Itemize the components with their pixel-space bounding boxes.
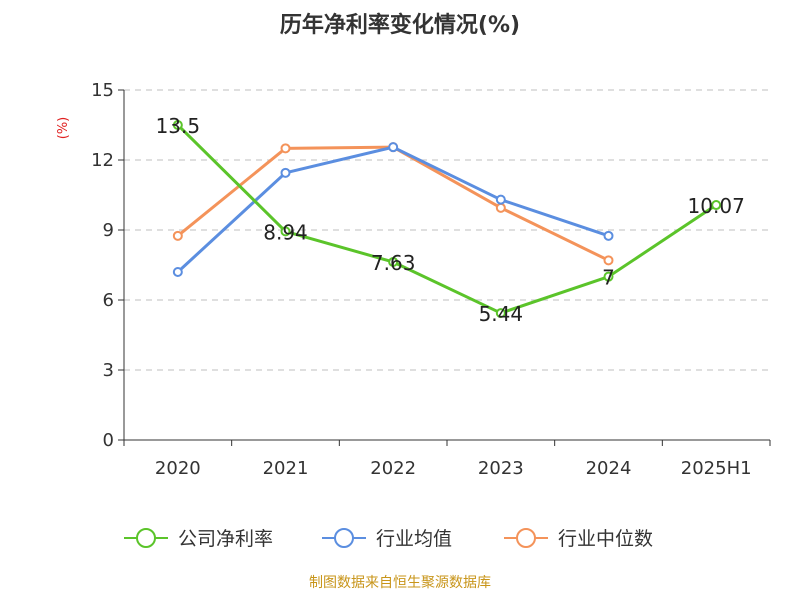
legend-marker <box>136 528 156 548</box>
data-point[interactable] <box>603 271 614 282</box>
data-point[interactable] <box>280 143 291 154</box>
data-point[interactable] <box>495 308 506 319</box>
data-label: 7.63 <box>371 251 416 275</box>
x-tick-label: 2025H1 <box>681 458 752 479</box>
data-point[interactable] <box>388 256 399 267</box>
data-point[interactable] <box>280 226 291 237</box>
data-point[interactable] <box>711 200 722 211</box>
y-tick-label: 6 <box>103 290 114 311</box>
legend-marker <box>334 528 354 548</box>
data-label: 10.07 <box>688 194 745 218</box>
data-point[interactable] <box>172 230 183 241</box>
x-tick-label: 2022 <box>370 458 416 479</box>
y-tick-label: 12 <box>91 150 114 171</box>
legend-label: 公司净利率 <box>178 528 273 550</box>
y-tick-label: 15 <box>91 80 114 101</box>
source-note: 制图数据来自恒生聚源数据库 <box>309 575 491 591</box>
y-tick-label: 3 <box>103 360 114 381</box>
y-tick-label: 9 <box>103 220 114 241</box>
data-label: 5.44 <box>479 302 524 326</box>
x-tick-label: 2020 <box>155 458 201 479</box>
axes: 0 3 6 9 12 15 2020 2021 2022 2023 2024 2025H1 <box>91 80 771 479</box>
series-2 <box>172 142 614 266</box>
grid-lines <box>124 89 770 371</box>
legend[interactable]: 公司净利率 行业均值 行业中位数 <box>124 528 653 550</box>
data-point[interactable] <box>495 194 506 205</box>
legend-item[interactable]: 行业中位数 <box>504 528 653 550</box>
data-point[interactable] <box>495 202 506 213</box>
data-labels: 13.5 8.94 7.63 5.44 7 10.07 <box>156 114 745 326</box>
series-line <box>176 145 610 262</box>
series-1 <box>172 142 614 277</box>
data-label: 7 <box>602 266 615 290</box>
data-label: 13.5 <box>156 114 201 138</box>
x-tick-label: 2021 <box>263 458 309 479</box>
data-point[interactable] <box>388 142 399 153</box>
chart-title: 历年净利率变化情况(%) <box>280 12 520 38</box>
data-point[interactable] <box>172 267 183 277</box>
series-0 <box>172 120 722 319</box>
data-point[interactable] <box>172 120 183 130</box>
data-label: 8.94 <box>263 220 308 244</box>
legend-item[interactable]: 公司净利率 <box>124 528 273 550</box>
series-line <box>176 123 717 315</box>
legend-label: 行业均值 <box>376 528 452 550</box>
data-point[interactable] <box>603 230 614 241</box>
x-tick-label: 2023 <box>478 458 524 479</box>
legend-marker <box>516 528 536 548</box>
data-point[interactable] <box>280 167 291 178</box>
x-tick-label: 2024 <box>586 458 632 479</box>
data-point[interactable] <box>603 255 614 266</box>
series-layer <box>172 120 722 319</box>
legend-item[interactable]: 行业均值 <box>322 528 452 550</box>
legend-label: 行业中位数 <box>558 528 653 550</box>
y-axis-unit-label: (%) <box>56 117 71 140</box>
y-tick-label: 0 <box>103 430 114 451</box>
